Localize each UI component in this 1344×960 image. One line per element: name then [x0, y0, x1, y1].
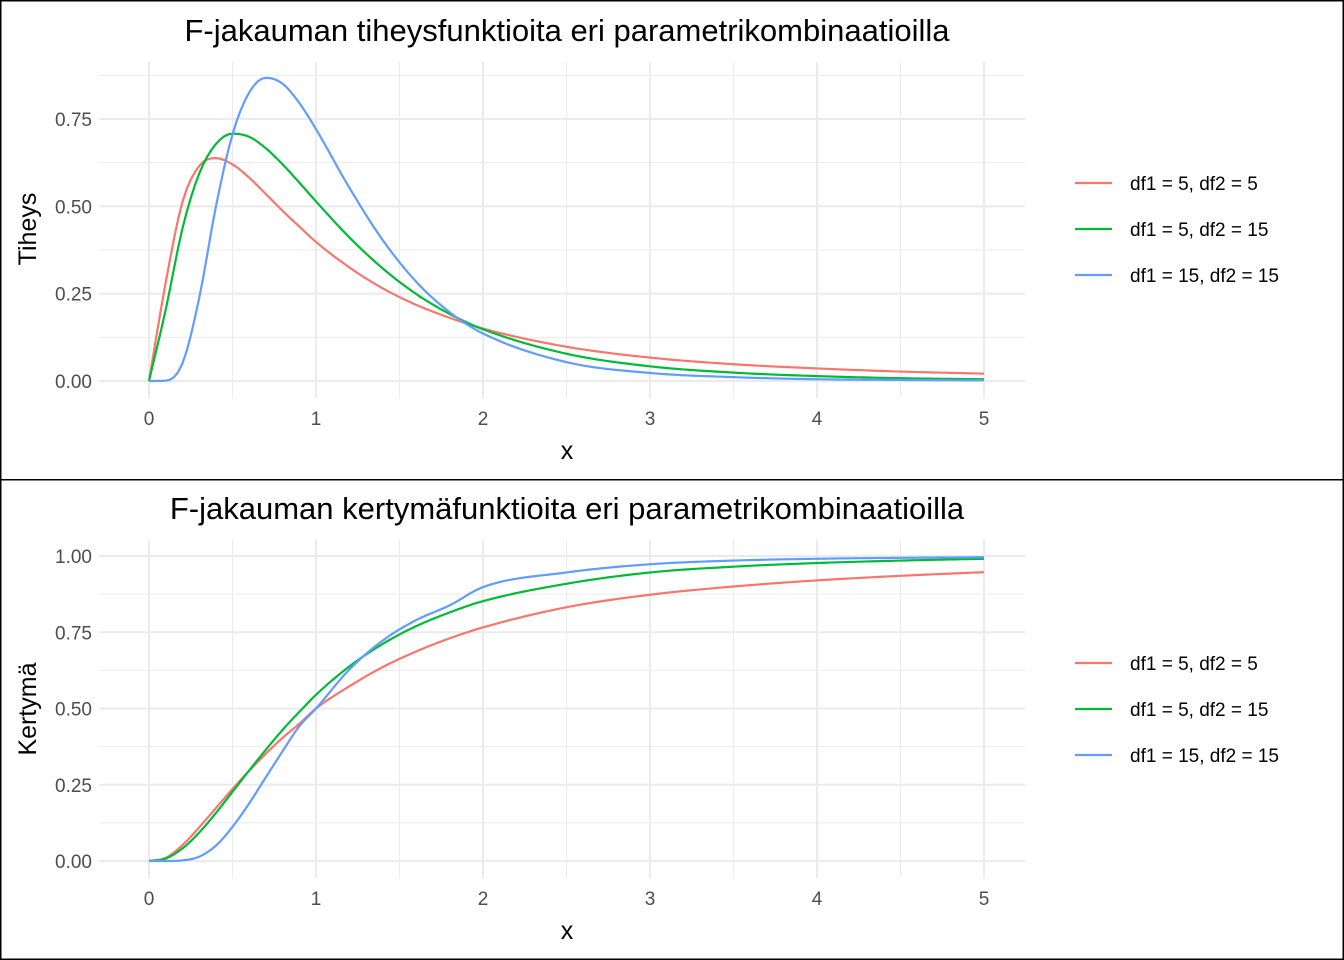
y-tick-label: 0.50 — [55, 197, 92, 218]
y-tick-label: 1.00 — [55, 547, 92, 568]
density-panel: F-jakauman tiheysfunktioita eri parametr… — [0, 0, 1344, 481]
series-line-df1-15-df2-15 — [149, 556, 985, 863]
legend-label: df1 = 5, df2 = 5 — [1130, 174, 1258, 195]
chart-title: F-jakauman kertymäfunktioita eri paramet… — [170, 491, 965, 526]
series-line-df1-5-df2-5 — [147, 157, 985, 382]
panel-border — [0, 0, 1344, 481]
series-lines — [148, 556, 985, 863]
legend: df1 = 5, df2 = 5 df1 = 5, df2 = 15 df1 = 1… — [1075, 654, 1279, 767]
series-line-df1-5-df2-5 — [148, 571, 985, 863]
cdf-panel: F-jakauman kertymäfunktioita eri paramet… — [0, 479, 1344, 960]
y-tick-label: 0.25 — [55, 285, 92, 306]
y-axis-title: Tiheys — [14, 193, 42, 266]
series-line-df1-15-df2-15 — [148, 76, 985, 383]
chart-title: F-jakauman tiheysfunktioita eri parametr… — [184, 13, 950, 48]
series-line-df1-5-df2-15 — [147, 132, 985, 382]
x-tick-label: 5 — [979, 889, 990, 910]
x-tick-label: 3 — [645, 889, 656, 910]
y-tick-label: 0.75 — [55, 110, 92, 131]
y-tick-label: 0.00 — [55, 372, 92, 393]
x-tick-label: 4 — [812, 889, 823, 910]
legend: df1 = 5, df2 = 5 df1 = 5, df2 = 15 df1 = 1… — [1075, 174, 1279, 287]
panel-border — [0, 479, 1344, 960]
legend-label: df1 = 15, df2 = 15 — [1130, 746, 1279, 767]
x-tick-label: 2 — [478, 409, 489, 430]
x-tick-labels: 0 1 2 3 4 5 — [144, 889, 990, 910]
grid — [99, 62, 1025, 398]
x-tick-labels: 0 1 2 3 4 5 — [144, 409, 990, 430]
x-tick-label: 0 — [144, 409, 155, 430]
series-lines — [147, 76, 985, 383]
x-tick-label: 1 — [311, 889, 322, 910]
x-tick-label: 3 — [645, 409, 656, 430]
x-tick-label: 2 — [478, 889, 489, 910]
y-tick-labels: 0.00 0.25 0.50 0.75 1.00 — [55, 547, 92, 873]
x-tick-label: 1 — [311, 409, 322, 430]
legend-label: df1 = 15, df2 = 15 — [1130, 266, 1279, 287]
y-tick-labels: 0.00 0.25 0.50 0.75 — [55, 110, 92, 393]
y-tick-label: 0.25 — [55, 776, 92, 797]
legend-label: df1 = 5, df2 = 5 — [1130, 654, 1258, 675]
y-tick-label: 0.50 — [55, 700, 92, 721]
x-tick-label: 4 — [812, 409, 823, 430]
series-line-df1-5-df2-15 — [148, 557, 985, 863]
legend-label: df1 = 5, df2 = 15 — [1130, 700, 1268, 721]
grid — [99, 540, 1025, 878]
x-tick-label: 0 — [144, 889, 155, 910]
y-tick-label: 0.75 — [55, 623, 92, 644]
x-axis-title: x — [561, 437, 574, 465]
legend-label: df1 = 5, df2 = 15 — [1130, 220, 1268, 241]
x-axis-title: x — [561, 917, 574, 945]
x-tick-label: 5 — [979, 409, 990, 430]
y-axis-title: Kertymä — [14, 662, 42, 755]
y-tick-label: 0.00 — [55, 852, 92, 873]
